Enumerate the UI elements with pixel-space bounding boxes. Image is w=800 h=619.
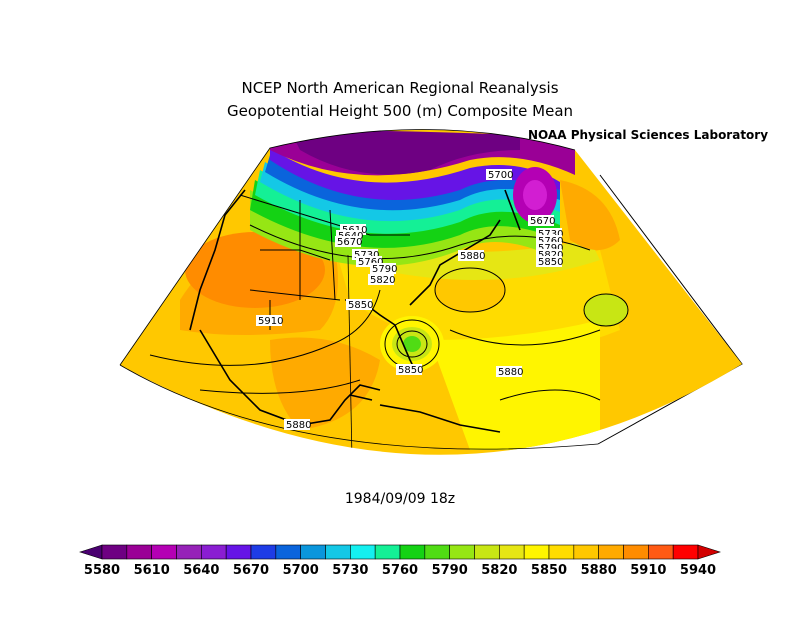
contour-label: 5670 (530, 216, 555, 227)
colorbar-tick-label: 5880 (581, 563, 617, 578)
credit-text: Physical Sciences Laboratory (570, 128, 769, 142)
colorbar-tick-label: 5820 (481, 563, 517, 578)
colorbar-swatch (598, 544, 624, 560)
colorbar-swatch (250, 544, 277, 560)
contour-label: 5910 (258, 316, 283, 327)
colorbar-swatch (573, 544, 599, 560)
colorbar-swatch (449, 544, 475, 560)
colorbar-tick-label: 5940 (680, 563, 716, 578)
contour-label: 5730 (354, 250, 379, 261)
colorbar-swatch (325, 544, 351, 560)
contour-label: 5820 (538, 250, 563, 261)
contour-label: 5760 (538, 236, 563, 247)
colorbar-swatch (300, 544, 326, 560)
colorbar-swatch (126, 544, 152, 560)
colorbar-swatch (201, 544, 227, 560)
colorbar-swatch (225, 544, 252, 560)
contour-label: 5880 (498, 367, 523, 378)
colorbar-swatch (523, 544, 550, 560)
colorbar-tick-label: 5580 (84, 563, 120, 578)
colorbar-tick-label: 5640 (183, 563, 219, 578)
colorbar-tick-label: 5790 (432, 563, 468, 578)
map-title-line1: NCEP North American Regional Reanalysis (241, 79, 559, 97)
valid-time-label: 1984/09/09 18z (344, 491, 456, 507)
noaa-logo-icon: NOAA (528, 128, 567, 142)
colorbar-swatch (176, 544, 202, 560)
contour-label: 5880 (460, 251, 485, 262)
colorbar-swatch (350, 544, 376, 560)
colorbar-swatch (648, 544, 674, 560)
contour-label: 5880 (286, 420, 311, 431)
colorbar-swatch (151, 544, 177, 560)
colorbar-tick-label: 5760 (382, 563, 418, 578)
colorbar-tick-label: 5610 (134, 563, 170, 578)
colorbar-swatch (399, 544, 426, 560)
colorbar-tick-label: 5850 (531, 563, 567, 578)
colorbar-swatch (499, 544, 525, 560)
contour-label: 5670 (337, 237, 362, 248)
contour-labels: 5700 5610 5640 5670 5670 5730 5760 5730 … (256, 169, 563, 431)
contour-label: 5850 (398, 365, 423, 376)
contour-label: 5730 (538, 229, 563, 240)
colorbar-swatch (101, 544, 128, 560)
colorbar-swatch (275, 544, 301, 560)
contour-label: 5790 (372, 264, 397, 275)
colorbar-swatch (79, 544, 103, 560)
contour-label: 5790 (538, 243, 563, 254)
colorbar-swatch (374, 544, 401, 560)
colorbar-swatch (548, 544, 575, 560)
contour-label: 5820 (370, 275, 395, 286)
colorbar-swatch (623, 544, 649, 560)
colorbar-swatch (672, 544, 699, 560)
contour-label: 5850 (538, 257, 563, 268)
credit-label: NOAA Physical Sciences Laboratory (528, 128, 768, 142)
contour-label: 5760 (358, 257, 383, 268)
contour-label: 5850 (348, 300, 373, 311)
colorbar-tick-label: 5670 (233, 563, 269, 578)
colorbar-tick-label: 5700 (283, 563, 319, 578)
colorbar-swatch (697, 544, 721, 560)
colorbar-tick-label: 5910 (630, 563, 666, 578)
map-title-line2: Geopotential Height 500 (m) Composite Me… (226, 102, 574, 120)
colorbar-swatch (474, 544, 500, 560)
colorbar-tick-label: 5730 (332, 563, 368, 578)
contour-label: 5700 (488, 170, 513, 181)
colorbar-swatch (424, 544, 450, 560)
